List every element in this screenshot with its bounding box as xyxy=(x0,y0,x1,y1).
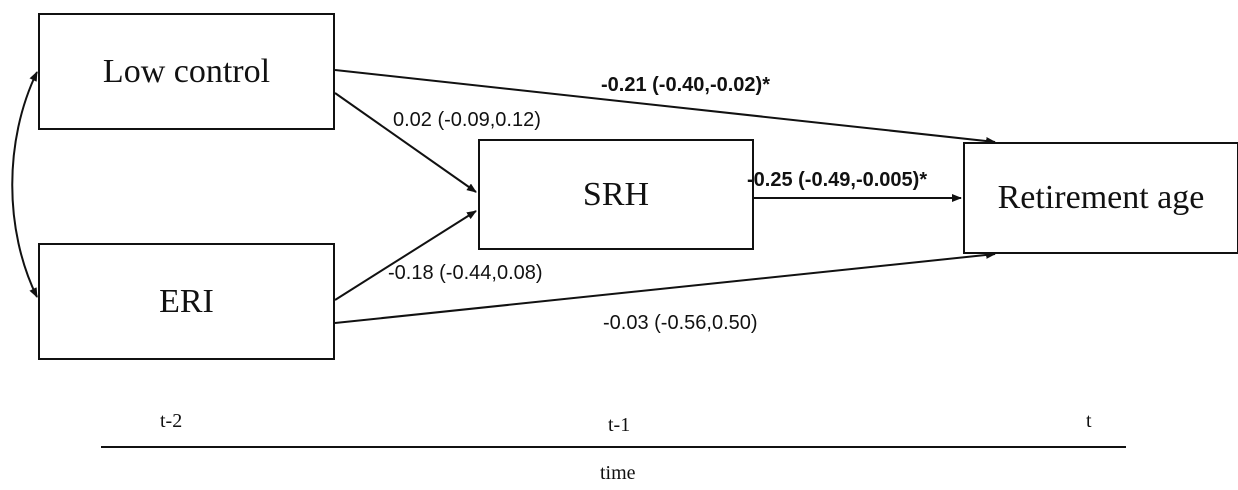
edge-label-low-control-to-srh: 0.02 (-0.09,0.12) xyxy=(393,109,541,131)
arrow-eri-to-retirement xyxy=(334,250,996,324)
correlation-arrow-low-control-eri xyxy=(11,71,38,298)
node-eri: ERI xyxy=(38,243,335,360)
node-retirement-age: Retirement age xyxy=(963,142,1238,254)
node-srh-label: SRH xyxy=(582,175,650,213)
node-eri-label: ERI xyxy=(159,282,214,320)
node-retirement-age-label: Retirement age xyxy=(997,179,1205,216)
edge-label-eri-to-srh: -0.18 (-0.44,0.08) xyxy=(388,262,543,284)
node-srh: SRH xyxy=(478,139,754,250)
arrow-low-control-to-retirement xyxy=(334,69,996,146)
node-low-control-label: Low control xyxy=(102,52,271,90)
arrow-low-control-to-srh xyxy=(334,92,477,193)
time-axis-label: time xyxy=(600,462,636,484)
node-low-control: Low control xyxy=(38,13,335,130)
edge-label-eri-to-retirement: -0.03 (-0.56,0.50) xyxy=(603,312,758,334)
time-point-t-minus-1: t-1 xyxy=(608,414,631,436)
time-point-t: t xyxy=(1086,410,1092,432)
arrow-eri-to-srh xyxy=(334,210,477,301)
edge-label-low-control-to-retirement: -0.21 (-0.40,-0.02)* xyxy=(601,74,770,96)
edge-label-srh-to-retirement: -0.25 (-0.49,-0.005)* xyxy=(747,169,928,191)
time-point-t-minus-2: t-2 xyxy=(160,410,183,432)
